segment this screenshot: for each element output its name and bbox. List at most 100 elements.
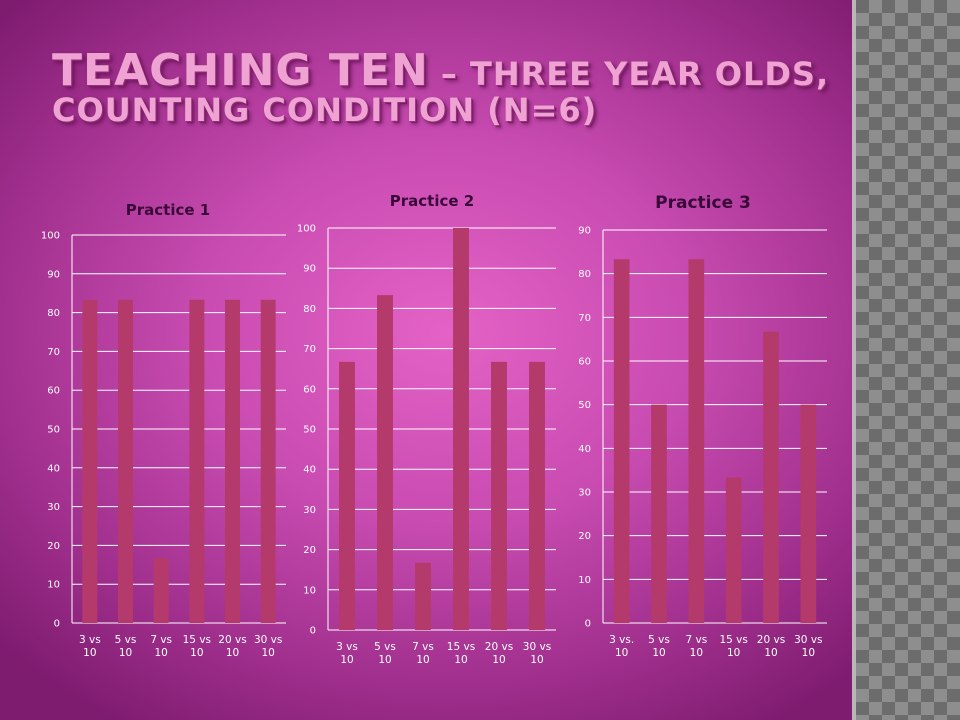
x-category-label: 30 vs	[523, 641, 551, 653]
x-category-label: 7 vs	[412, 641, 434, 653]
x-category-label: 5 vs	[648, 634, 670, 646]
x-category-label: 10	[492, 654, 505, 666]
x-category-label: 7 vs	[685, 634, 707, 646]
title-line2: Counting condition (N=6)	[52, 91, 598, 130]
y-tick-label: 60	[47, 386, 60, 397]
chart-title: Practice 1	[126, 201, 210, 219]
bar	[118, 299, 133, 623]
bar	[763, 331, 779, 623]
y-tick-label: 10	[47, 580, 60, 591]
x-category-label: 10	[615, 647, 628, 659]
pattern-edge	[852, 0, 858, 720]
x-category-label: 15 vs	[183, 634, 211, 646]
y-tick-label: 60	[578, 357, 591, 368]
title-rest: Three year olds,	[470, 55, 830, 93]
y-tick-label: 20	[303, 545, 316, 556]
x-category-label: 10	[378, 654, 391, 666]
y-tick-label: 100	[41, 231, 60, 242]
y-tick-label: 30	[47, 502, 60, 513]
bar	[800, 404, 817, 623]
x-category-label: 10	[764, 647, 777, 659]
bar	[529, 361, 545, 630]
bar	[225, 299, 240, 623]
decorative-pattern-strip	[856, 0, 960, 720]
x-category-label: 15 vs	[719, 634, 747, 646]
y-tick-label: 70	[303, 344, 316, 355]
y-tick-label: 40	[47, 463, 60, 474]
x-category-label: 10	[802, 647, 815, 659]
y-tick-label: 70	[578, 313, 591, 324]
bar	[82, 299, 98, 623]
y-tick-label: 30	[303, 505, 316, 516]
y-tick-label: 10	[303, 585, 316, 596]
x-category-label: 15 vs	[447, 641, 475, 653]
x-category-label: 10	[690, 647, 703, 659]
y-tick-label: 40	[303, 465, 316, 476]
x-category-label: 10	[83, 647, 96, 659]
bar	[725, 477, 742, 623]
bar	[260, 299, 276, 623]
x-category-label: 30 vs	[254, 634, 282, 646]
bar	[491, 361, 507, 630]
y-tick-label: 0	[310, 626, 316, 637]
y-tick-label: 100	[297, 224, 316, 235]
x-category-label: 20 vs	[757, 634, 785, 646]
y-tick-label: 90	[578, 226, 591, 237]
x-category-label: 5 vs	[115, 634, 137, 646]
x-category-label: 10	[340, 654, 353, 666]
bar	[153, 558, 169, 623]
x-category-label: 20 vs	[218, 634, 246, 646]
bar	[339, 361, 355, 630]
bar	[189, 299, 205, 623]
y-tick-label: 20	[578, 531, 591, 542]
y-tick-label: 40	[578, 444, 591, 455]
y-tick-label: 50	[47, 425, 60, 436]
slide-title: Teaching Ten – Three year olds, Counting…	[52, 45, 842, 130]
x-category-label: 10	[727, 647, 740, 659]
y-tick-label: 60	[303, 384, 316, 395]
x-category-label: 10	[652, 647, 665, 659]
y-tick-label: 0	[54, 619, 60, 630]
x-category-label: 10	[119, 647, 132, 659]
x-category-label: 10	[154, 647, 167, 659]
chart-title: Practice 2	[390, 192, 474, 210]
y-tick-label: 10	[578, 575, 591, 586]
y-tick-label: 50	[303, 425, 316, 436]
y-tick-label: 80	[47, 308, 60, 319]
y-tick-label: 90	[47, 269, 60, 280]
x-category-label: 7 vs	[150, 634, 172, 646]
title-main: Teaching Ten	[52, 45, 429, 96]
y-tick-label: 90	[303, 264, 316, 275]
x-category-label: 10	[261, 647, 274, 659]
y-tick-label: 70	[47, 347, 60, 358]
x-category-label: 10	[454, 654, 467, 666]
y-tick-label: 30	[578, 488, 591, 499]
y-tick-label: 50	[578, 400, 591, 411]
x-category-label: 10	[416, 654, 429, 666]
x-category-label: 5 vs	[374, 641, 396, 653]
bar	[688, 259, 705, 623]
x-category-label: 3 vs	[79, 634, 101, 646]
bar	[453, 228, 469, 630]
y-tick-label: 80	[303, 304, 316, 315]
x-category-label: 10	[226, 647, 239, 659]
bar	[651, 404, 667, 623]
x-category-label: 3 vs.	[609, 634, 634, 646]
x-category-label: 20 vs	[485, 641, 513, 653]
y-tick-label: 0	[585, 619, 591, 630]
y-tick-label: 80	[578, 269, 591, 280]
bar	[415, 562, 431, 630]
bar	[377, 295, 393, 630]
title-dash: –	[428, 55, 471, 93]
x-category-label: 10	[530, 654, 543, 666]
x-category-label: 10	[190, 647, 203, 659]
bar	[613, 259, 630, 623]
y-tick-label: 20	[47, 541, 60, 552]
x-category-label: 30 vs	[794, 634, 822, 646]
chart-title: Practice 3	[655, 193, 751, 213]
x-category-label: 3 vs	[336, 641, 358, 653]
